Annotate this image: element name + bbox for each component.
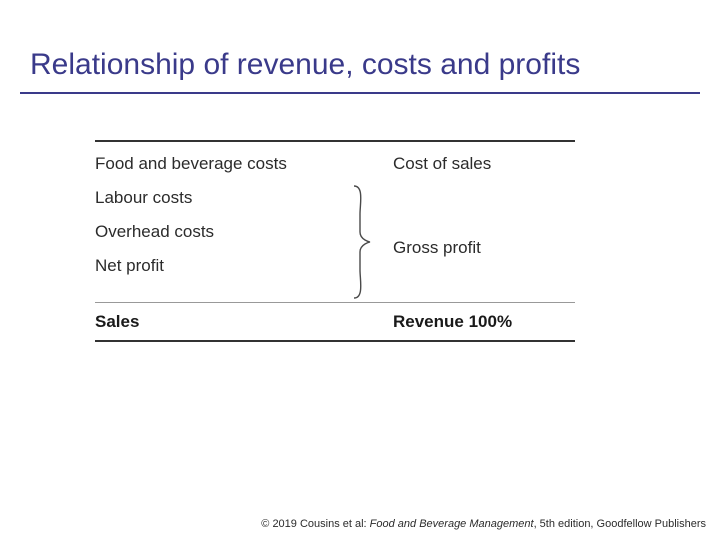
slide-footer: © 2019 Cousins et al: Food and Beverage …	[261, 518, 706, 530]
diagram-top-rule	[95, 140, 575, 142]
footer-suffix: , 5th edition, Goodfellow Publishers	[534, 518, 706, 530]
right-footer-revenue: Revenue 100%	[393, 312, 512, 332]
footer-book-title: Food and Beverage Management	[370, 518, 534, 530]
right-item-cost-of-sales: Cost of sales	[393, 154, 491, 174]
left-item-labour: Labour costs	[95, 188, 192, 208]
footer-copyright: © 2019 Cousins et al:	[261, 518, 369, 530]
left-footer-sales: Sales	[95, 312, 139, 332]
diagram-mid-rule	[95, 302, 575, 303]
title-underline	[20, 92, 700, 94]
slide-title: Relationship of revenue, costs and profi…	[30, 48, 580, 82]
left-item-net-profit: Net profit	[95, 256, 164, 276]
left-item-food-beverage: Food and beverage costs	[95, 154, 287, 174]
right-item-gross-profit: Gross profit	[393, 238, 481, 258]
diagram-bottom-rule	[95, 340, 575, 342]
curly-brace-icon	[350, 184, 374, 300]
left-item-overhead: Overhead costs	[95, 222, 214, 242]
